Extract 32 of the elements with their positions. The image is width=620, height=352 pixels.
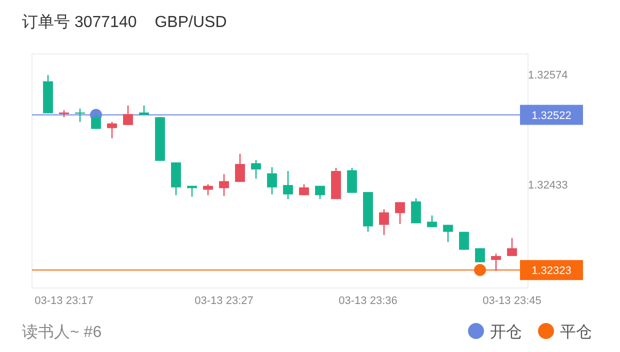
candlestick [219,174,229,197]
x-tick-label: 03-13 23:45 [482,295,542,307]
candlestick [283,170,293,200]
chart-subtitle: GBP/USD [154,14,227,31]
candlestick [203,184,213,196]
candlestick [507,237,517,257]
candlestick [267,166,277,195]
chart-title: 订单号 3077140 [22,13,137,31]
y-tick-label: 1.32433 [528,179,568,192]
candlestick [459,231,469,250]
candlestick [411,198,421,224]
candlestick [379,208,389,236]
candlestick [443,224,453,243]
candlestick [235,153,245,183]
x-tick-label: 03-13 23:17 [34,295,94,307]
candlestick [347,167,357,194]
candlestick [475,248,485,263]
candlestick [491,253,501,272]
text: 读书人~ #6 [22,323,102,341]
candlestick [315,185,325,200]
candlestick [395,202,405,225]
x-tick-label: 03-13 23:27 [194,295,254,307]
candlestick [123,104,133,126]
ref-line-label: 1.32522 [532,110,572,122]
candlestick [107,121,117,139]
legend-label: 开仓 [490,324,522,341]
candlestick [139,104,149,116]
candlestick [251,159,261,180]
ref-line-label: 1.32323 [532,265,572,278]
x-tick-label: 03-13 23:36 [338,295,398,307]
legend-label: 平仓 [560,324,592,341]
y-tick-label: 1.32574 [528,69,568,82]
